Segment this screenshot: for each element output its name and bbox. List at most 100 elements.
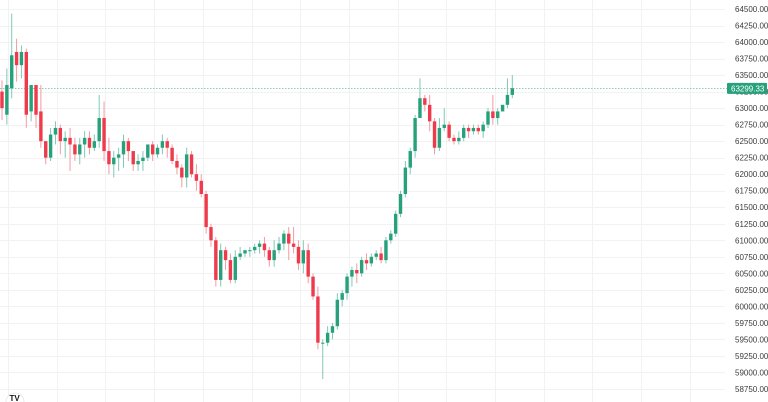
candle-down	[73, 137, 77, 161]
candle-down	[194, 164, 199, 191]
candle-up	[413, 114, 417, 158]
candle-body	[14, 51, 19, 66]
candle-up	[442, 108, 446, 132]
candle-down	[452, 134, 456, 145]
price-axis-label: 62250.00	[735, 154, 768, 163]
candle-body	[146, 144, 150, 158]
candle-up	[369, 253, 374, 267]
candle-body	[58, 127, 63, 142]
candle-body	[496, 111, 500, 119]
candle-up	[233, 250, 237, 284]
candle-up	[418, 78, 422, 119]
candle-body	[248, 250, 252, 252]
candle-up	[136, 154, 140, 171]
candle-up	[19, 45, 24, 79]
price-axis-label: 63750.00	[735, 55, 768, 64]
candle-body	[340, 293, 344, 300]
price-axis-label: 63500.00	[735, 71, 768, 80]
candle-up	[141, 151, 145, 171]
candle-up	[403, 160, 408, 198]
candle-up	[10, 13, 14, 99]
candle-down	[102, 101, 106, 161]
price-axis-label: 61500.00	[735, 203, 768, 212]
price-axis-label: 61250.00	[735, 220, 768, 229]
candle-down	[126, 137, 131, 161]
candle-down	[39, 84, 43, 148]
candle-up	[471, 124, 476, 135]
candle-body	[223, 250, 228, 261]
candle-body	[359, 260, 364, 274]
candle-down	[209, 223, 213, 247]
candle-down	[466, 124, 471, 138]
candle-body	[267, 250, 271, 261]
candle-up	[92, 134, 97, 152]
candle-body	[48, 134, 53, 158]
price-axis-label: 60500.00	[735, 269, 768, 278]
candle-body	[184, 154, 189, 178]
candle-body	[384, 240, 388, 261]
candle-down	[423, 94, 427, 112]
candle-down	[180, 164, 184, 188]
candle-down	[107, 137, 111, 175]
candle-body	[10, 55, 14, 89]
candle-up	[301, 240, 306, 274]
candle-body	[233, 256, 237, 280]
candle-up	[330, 322, 335, 340]
tradingview-logo-icon[interactable]: TV	[5, 388, 25, 402]
candle-up	[53, 121, 58, 145]
price-axis-label: 61750.00	[735, 187, 768, 196]
candle-up	[243, 250, 247, 257]
candle-body	[321, 342, 325, 344]
candle-body	[92, 141, 97, 148]
candle-body	[39, 111, 43, 142]
candle-body	[253, 246, 257, 251]
candle-body	[291, 243, 296, 247]
candle-body	[63, 137, 67, 142]
candle-down	[44, 141, 48, 165]
candle-body	[126, 141, 131, 152]
candle-body	[116, 154, 121, 158]
candle-body	[476, 127, 480, 132]
price-axis-label: 62750.00	[735, 121, 768, 130]
candle-body	[73, 144, 77, 155]
price-axis-label: 64250.00	[735, 22, 768, 31]
candle-down	[296, 240, 301, 271]
candle-down	[223, 246, 228, 271]
candle-up	[48, 127, 53, 161]
candle-down	[476, 124, 480, 135]
candle-up	[146, 144, 150, 161]
price-axis[interactable]: 64500.00 64250.00 64000.00 63750.00 63500.00…	[735, 5, 768, 394]
candle-down	[355, 263, 359, 284]
candle-body	[423, 98, 427, 105]
candle-up	[238, 246, 242, 261]
candle-body	[471, 127, 476, 132]
candle-down	[267, 246, 271, 267]
candle-body	[214, 240, 218, 280]
candle-body	[345, 276, 349, 294]
candle-body	[87, 137, 92, 148]
candle-body	[398, 194, 403, 214]
candle-up	[219, 243, 223, 287]
candle-up	[97, 94, 101, 148]
candle-body	[491, 111, 495, 119]
candle-body	[330, 326, 335, 333]
candle-body	[141, 157, 145, 161]
candle-body	[432, 121, 437, 148]
candle-body	[364, 260, 369, 264]
candle-body	[24, 51, 28, 115]
candle-up	[282, 230, 286, 251]
candle-body	[150, 144, 155, 155]
price-axis-label: 62000.00	[735, 170, 768, 179]
candle-down	[68, 127, 72, 171]
candle-body	[78, 144, 82, 155]
candle-body	[262, 243, 267, 251]
candle-down	[150, 141, 155, 161]
candle-body	[437, 127, 442, 148]
candle-down	[491, 94, 495, 125]
price-axis-label: 62500.00	[735, 137, 768, 146]
candle-body	[209, 227, 213, 241]
candle-body	[272, 250, 276, 261]
price-axis-label: 59750.00	[735, 319, 768, 328]
candle-body	[452, 137, 456, 142]
